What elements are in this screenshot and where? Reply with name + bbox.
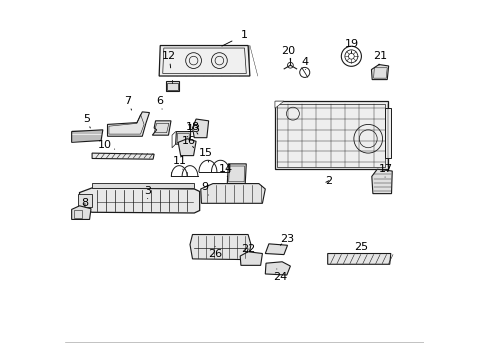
Text: 26: 26 [207,246,222,258]
Text: 13: 13 [187,124,201,137]
Polygon shape [274,101,284,108]
Text: 14: 14 [218,163,232,176]
Text: 25: 25 [353,242,367,253]
Polygon shape [78,194,92,207]
Text: 6: 6 [157,96,163,109]
Text: 5: 5 [83,114,90,128]
Polygon shape [159,45,249,76]
Text: 11: 11 [173,156,186,169]
Text: 9: 9 [201,182,208,195]
Polygon shape [371,169,391,194]
Text: 4: 4 [301,57,307,69]
Polygon shape [240,252,262,265]
Text: 19: 19 [345,39,358,53]
Text: 22: 22 [241,244,255,254]
Text: 23: 23 [279,234,293,245]
Polygon shape [201,184,265,203]
Polygon shape [265,244,287,255]
Text: 1: 1 [222,30,247,46]
Text: 17: 17 [378,164,392,177]
Text: 2: 2 [325,176,332,186]
Text: 8: 8 [81,198,88,208]
Polygon shape [327,253,390,264]
Polygon shape [175,132,190,144]
Text: 12: 12 [162,51,176,68]
Polygon shape [152,121,171,135]
Text: 16: 16 [182,136,196,148]
Text: 15: 15 [199,148,213,162]
Polygon shape [274,101,387,169]
Polygon shape [165,81,179,91]
Text: 21: 21 [372,51,386,65]
Text: 3: 3 [144,186,151,199]
Polygon shape [72,130,102,142]
Text: 18: 18 [185,122,200,134]
Polygon shape [92,153,154,159]
Polygon shape [371,64,388,80]
Polygon shape [107,112,149,136]
Polygon shape [92,183,194,188]
Polygon shape [72,206,91,220]
Text: 10: 10 [98,140,114,150]
Polygon shape [227,164,246,184]
Text: 20: 20 [281,46,295,60]
Polygon shape [265,262,290,275]
Text: 24: 24 [273,269,287,282]
Polygon shape [80,188,199,213]
Polygon shape [190,234,250,260]
Text: 7: 7 [124,96,131,110]
Polygon shape [178,139,196,156]
Polygon shape [192,119,208,138]
Polygon shape [385,108,390,158]
